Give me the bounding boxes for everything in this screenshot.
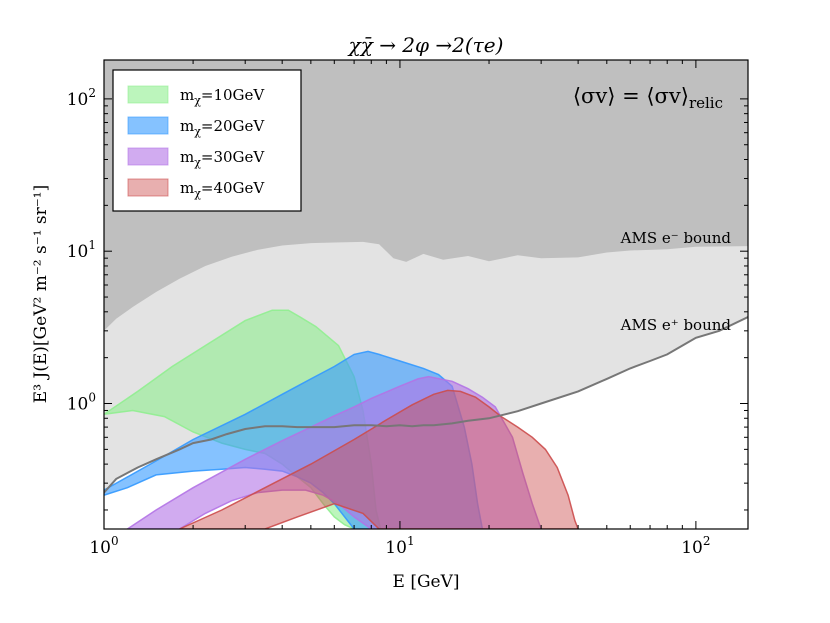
legend-label: mχ=30GeV xyxy=(180,148,265,169)
ams-electron-bound-label: AMS e⁻ bound xyxy=(620,229,732,247)
x-tick-label: 101 xyxy=(385,534,414,558)
relic-annotation: ⟨σv⟩ = ⟨σv⟩relic xyxy=(573,84,723,112)
legend-label: mχ=20GeV xyxy=(180,117,265,138)
legend-label: mχ=40GeV xyxy=(180,179,265,200)
legend-swatch xyxy=(127,85,169,104)
ams-positron-excluded-region xyxy=(104,241,748,493)
legend-swatch xyxy=(127,178,169,197)
x-tick-label: 100 xyxy=(89,534,118,558)
legend-swatch xyxy=(127,147,169,166)
chart-title: χχ̄ → 2φ →2(τe) xyxy=(347,33,504,57)
axes: 100 101 102 100 101 102 xyxy=(67,59,749,558)
y-tick-label: 100 xyxy=(67,391,96,415)
x-tick-label: 102 xyxy=(681,534,710,558)
legend: mχ=10GeV mχ=20GeV mχ=30GeV mχ=40GeV xyxy=(112,69,302,212)
ams-positron-bound-label: AMS e⁺ bound xyxy=(620,316,732,334)
plot-frame xyxy=(103,59,749,530)
ams-positron-bound-line xyxy=(104,316,748,494)
band-mchi-40gev xyxy=(179,389,579,529)
y-tick-label: 102 xyxy=(67,86,96,110)
y-tick-label: 101 xyxy=(67,238,96,262)
legend-label: mχ=10GeV xyxy=(180,86,265,107)
legend-swatch xyxy=(127,116,169,135)
plot-area xyxy=(104,60,748,529)
y-axis-label: E³ J(E)[GeV² m⁻² s⁻¹ sr⁻¹] xyxy=(31,185,51,403)
x-axis-label: E [GeV] xyxy=(393,572,460,592)
